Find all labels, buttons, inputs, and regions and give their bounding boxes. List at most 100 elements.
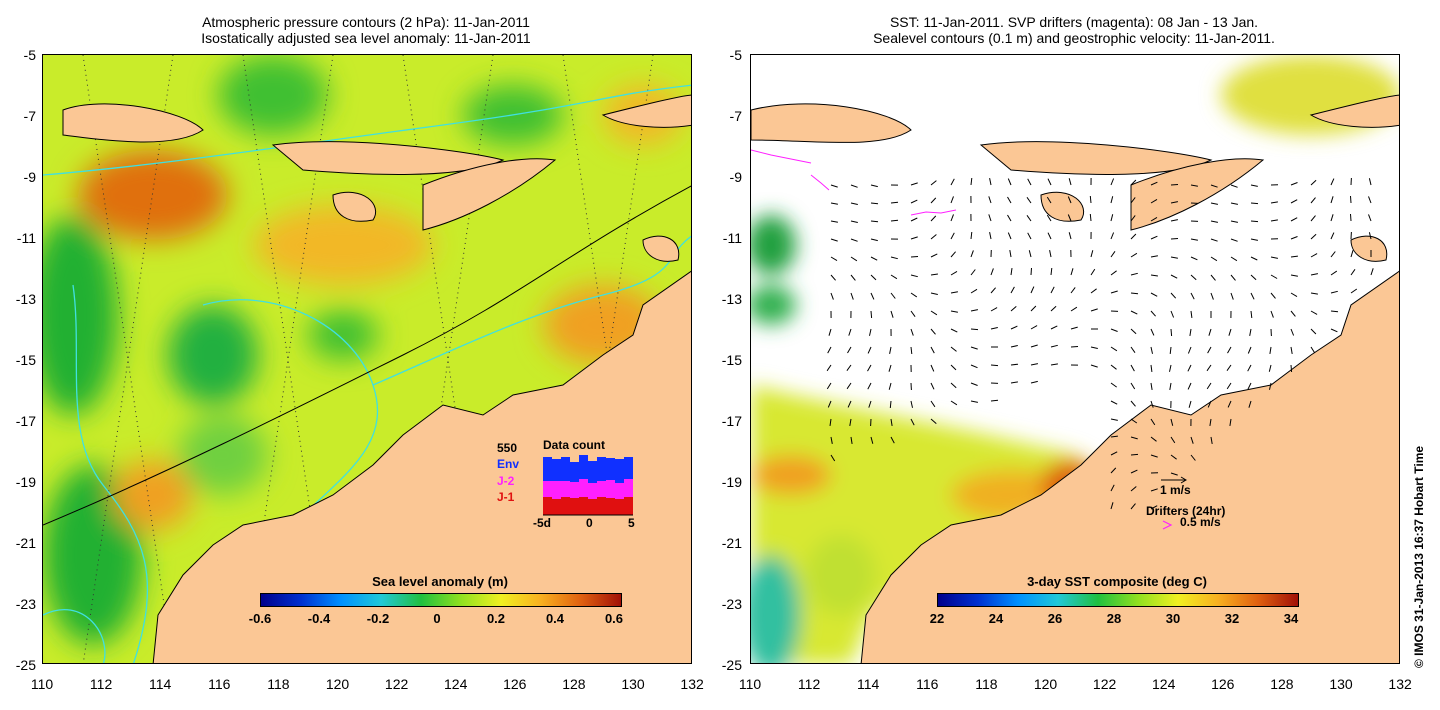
right-x-label: 132 [1388,676,1412,692]
velocity-arrow [1150,418,1156,426]
left-y-label: -17 [15,413,36,429]
right-map-panel[interactable] [750,54,1400,664]
velocity-arrow [1209,418,1212,426]
velocity-arrow [1110,502,1114,510]
velocity-arrow [1189,328,1192,336]
right-x-label: 116 [916,676,939,692]
data-count-bar [570,482,579,498]
velocity-arrow [1010,306,1017,312]
velocity-arrow [1230,202,1238,205]
velocity-arrow [1050,267,1053,276]
left-y-label: -21 [15,535,36,551]
velocity-arrow [830,220,838,223]
velocity-arrow [1090,250,1094,258]
velocity-arrow [870,220,879,223]
left-map-panel[interactable] [42,54,692,664]
data-count-title: Data count [543,438,606,452]
velocity-arrow [850,238,858,242]
velocity-arrow [1170,292,1177,299]
right-x-label: 114 [857,676,880,692]
velocity-arrow [1150,346,1153,354]
velocity-arrow [1150,382,1153,390]
velocity-arrow [1067,214,1072,222]
right-colorbar-tick: 28 [1106,611,1122,626]
left-x-label: 114 [149,676,172,692]
velocity-arrow [1210,274,1216,281]
velocity-arrow [970,400,978,403]
velocity-arrow [1210,256,1218,262]
velocity-arrow [1026,215,1032,222]
velocity-arrow [1049,250,1052,258]
velocity-arrow [1110,364,1117,370]
velocity-arrow [990,268,994,276]
left-x-label: 132 [680,676,704,692]
velocity-arrow [1330,251,1336,258]
right-y-label: -9 [729,169,742,185]
left-colorbar-tick: -0.2 [366,611,390,626]
velocity-arrow [1130,272,1138,276]
left-colorbar-tick: 0.4 [545,611,565,626]
right-title-line2: Sealevel contours (0.1 m) and geostrophi… [873,30,1275,46]
legend-j2: J-2 [497,474,515,488]
right-colorbar-tick: 30 [1165,611,1181,626]
velocity-arrow [930,346,935,354]
velocity-arrow [1290,236,1298,240]
velocity-arrow [870,256,878,261]
velocity-arrow [867,364,872,372]
left-x-label: 122 [384,676,409,692]
velocity-arrow [1090,364,1098,368]
velocity-arrow [888,364,892,372]
velocity-arrow [988,196,992,204]
velocity-arrow [1368,214,1372,222]
velocity-arrow [1206,382,1212,390]
right-y-label: -11 [722,230,742,246]
velocity-arrow [1270,292,1276,299]
legend-j1: J-1 [497,490,515,504]
velocity-arrow [950,178,955,186]
velocity-arrow [830,292,834,300]
velocity-arrow [1247,382,1252,390]
velocity-arrow [910,418,915,426]
velocity-arrow [1290,310,1296,317]
velocity-arrow [827,346,832,354]
velocity-arrow [1210,202,1218,205]
velocity-arrow [1050,305,1057,312]
velocity-arrow [1170,436,1176,444]
velocity-arrow [1190,310,1193,318]
velocity-arrow [1269,346,1272,354]
velocity-arrow [910,346,913,355]
velocity-arrow [1110,178,1115,186]
right-y-label: -21 [721,535,742,551]
velocity-arrow [1230,184,1238,188]
velocity-arrow [867,382,872,390]
sst-velocity-map [751,55,1399,663]
velocity-arrow [1248,400,1252,408]
velocity-arrow [1030,267,1032,276]
velocity-arrow [1190,274,1197,281]
velocity-arrow [930,364,935,372]
velocity-arrow [1330,328,1338,333]
velocity-arrow [930,418,937,424]
velocity-arrow [970,346,978,350]
velocity-arrow [1110,214,1114,222]
velocity-arrow [1330,214,1334,222]
velocity-arrow [1207,346,1212,354]
left-x-label: 112 [89,676,113,692]
velocity-arrow [826,382,832,390]
velocity-arrow [1310,328,1317,335]
velocity-arrow [1170,310,1175,318]
data-count-bar [606,458,615,480]
velocity-arrow [1150,235,1158,240]
velocity-arrow [1070,306,1078,312]
velocity-arrow [910,292,918,298]
velocity-arrow [1190,436,1194,444]
velocity-arrow [1026,197,1032,204]
velocity-arrow [1310,197,1316,204]
velocity-arrow [1089,213,1092,222]
velocity-arrow [1046,214,1052,222]
data-count-bar [570,462,579,482]
velocity-arrow [1130,453,1139,456]
velocity-arrow [1047,178,1052,186]
velocity-arrow [1050,363,1058,366]
velocity-arrow [990,327,998,330]
